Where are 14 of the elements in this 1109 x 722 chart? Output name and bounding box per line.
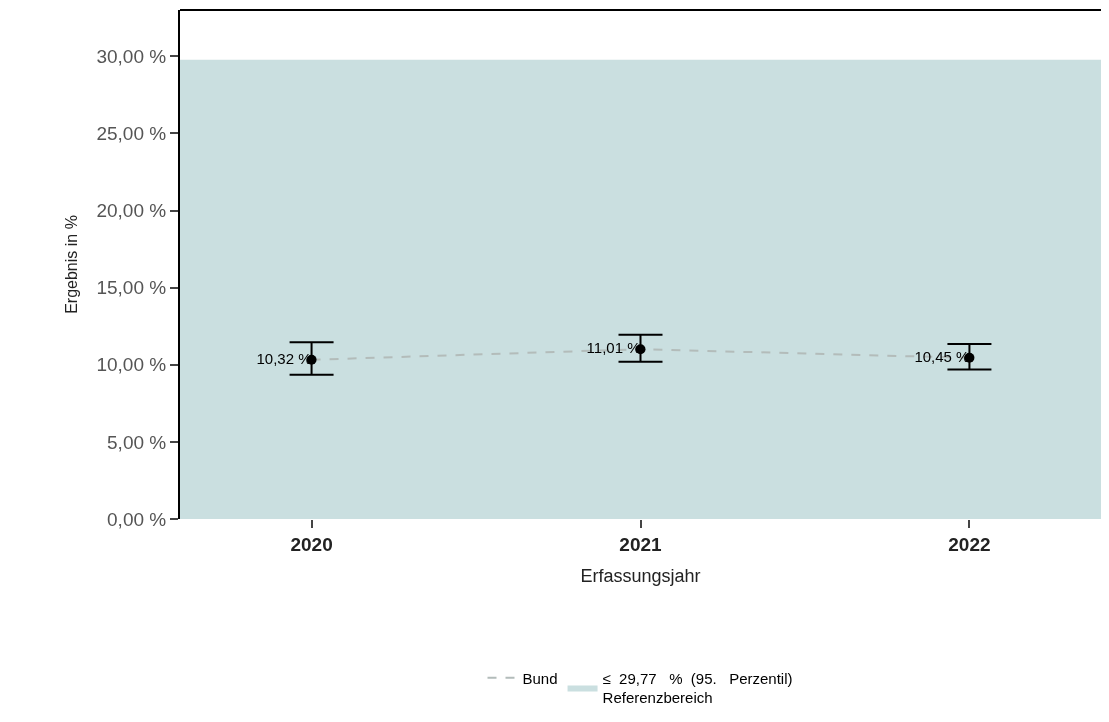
legend-label: ≤ 29,77 % (95. Perzentil) Referenzbereich (602, 669, 793, 707)
legend-label: Bund (522, 669, 558, 687)
y-tick-label: 10,00 % (96, 354, 167, 376)
y-axis-title: Ergebnis in % (62, 215, 80, 314)
y-tick-label: 20,00 % (96, 200, 167, 222)
y-tick-label: 15,00 % (96, 277, 167, 299)
y-tick-label: 0,00 % (107, 508, 167, 530)
x-tick-label: 2020 (290, 533, 333, 555)
y-tick-label: 5,00 % (107, 431, 167, 453)
y-tick-label: 25,00 % (96, 123, 167, 145)
x-axis-title: Erfassungsjahr (580, 565, 701, 586)
y-tick-label: 30,00 % (96, 45, 167, 67)
x-tick-label: 2021 (619, 533, 663, 555)
x-tick-label: 2022 (948, 533, 991, 555)
